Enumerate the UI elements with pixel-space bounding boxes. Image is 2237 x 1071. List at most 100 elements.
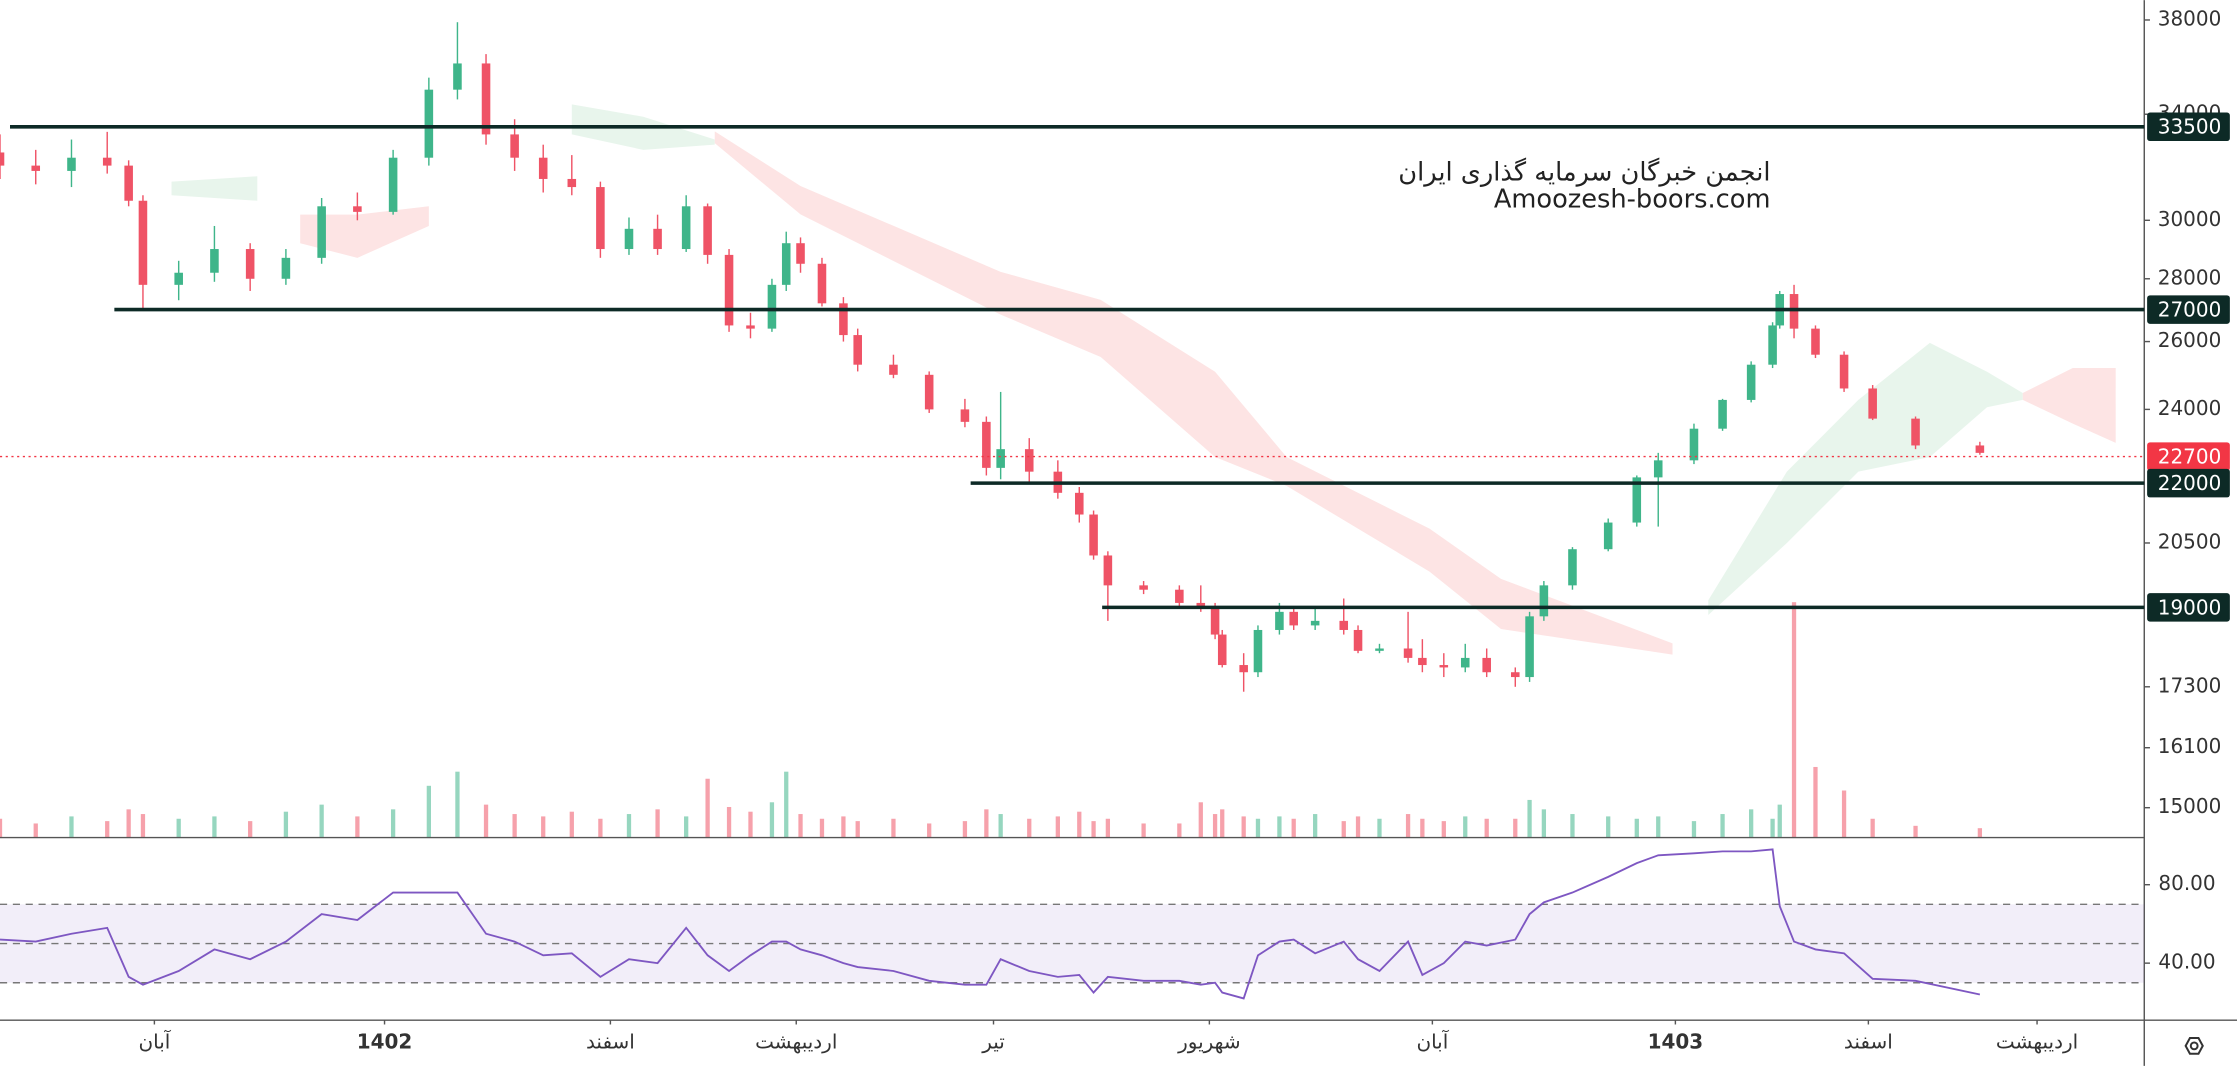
ichimoku-cloud: [2022, 368, 2116, 443]
candle-body: [1632, 477, 1642, 523]
candle-body: [174, 272, 183, 285]
candle-body: [1175, 589, 1184, 603]
candle-body: [1539, 585, 1549, 617]
y-tick-label: 40.00: [2158, 950, 2215, 974]
candle-body: [624, 228, 634, 250]
x-tick-label: اسفند: [1844, 1030, 1893, 1054]
y-tick-label: 28000: [2158, 265, 2222, 289]
candle-body: [746, 325, 755, 329]
ichimoku-cloud: [171, 176, 258, 201]
candle-body: [1525, 616, 1534, 678]
y-tick-label: 38000: [2158, 6, 2222, 30]
level-label: 33500: [2158, 115, 2222, 139]
volume-bar: [1656, 816, 1661, 838]
volume-bar: [319, 804, 324, 838]
candle-body: [1239, 665, 1248, 673]
candle-body: [1339, 620, 1349, 630]
volume-bar: [1027, 818, 1032, 838]
volume-bar: [984, 809, 989, 838]
volume-bar: [455, 771, 460, 838]
volume-bar: [33, 823, 38, 838]
candle-body: [388, 157, 398, 212]
candle-body: [960, 409, 970, 422]
volume-bar: [1212, 814, 1218, 838]
volume-bar: [1220, 809, 1225, 838]
level-label-bg: [2147, 468, 2230, 498]
candle-body: [1024, 449, 1034, 472]
candle-body: [31, 165, 41, 171]
volume-bar: [769, 802, 775, 838]
volume-bar: [1570, 814, 1575, 838]
settings-button[interactable]: [2184, 1037, 2204, 1055]
candle-body: [653, 228, 662, 250]
volume-bar: [1913, 825, 1918, 838]
settings-icon[interactable]: [2184, 1037, 2204, 1055]
candle-body: [1139, 585, 1148, 590]
x-tick-label: اسفند: [586, 1030, 635, 1054]
x-tick-label: تیر: [981, 1030, 1005, 1054]
volume-bar: [1770, 818, 1775, 838]
candle-body: [1689, 428, 1699, 461]
candle-body: [724, 254, 734, 326]
candle-body: [1075, 492, 1084, 515]
volume-bar: [598, 818, 603, 838]
candle-body: [67, 157, 76, 171]
level-label-bg: [2147, 593, 2230, 622]
x-tick-label: 1403: [1648, 1030, 1704, 1054]
candle-body: [1253, 629, 1263, 673]
candle-body: [681, 206, 691, 250]
rsi-line: [0, 848, 1981, 1000]
candle-body: [1403, 648, 1413, 658]
candle-body: [767, 284, 777, 329]
candle-body: [424, 89, 434, 158]
volume-bar: [541, 816, 546, 838]
level-label: 22000: [2158, 471, 2222, 495]
volume-bar: [655, 809, 660, 838]
volume-bar: [1055, 816, 1060, 838]
candle-body: [481, 63, 491, 135]
candle-body: [1196, 602, 1206, 608]
volume-bar: [798, 814, 803, 838]
candle-body: [1653, 460, 1663, 478]
volume-bar: [1527, 799, 1532, 838]
x-tick-label: آبان: [138, 1029, 171, 1054]
volume-bar: [1255, 818, 1261, 838]
candle-body: [317, 206, 326, 258]
volume-bar: [705, 778, 710, 838]
settings-icon-center[interactable]: [2189, 1041, 2199, 1051]
volume-bar: [1463, 816, 1468, 838]
x-tick-label: شهریور: [1177, 1030, 1240, 1054]
x-tick-label: آبان: [1416, 1029, 1449, 1054]
candle-body: [817, 263, 827, 304]
candle-body: [1482, 657, 1491, 673]
volume-bar: [1241, 816, 1246, 838]
x-tick-label: 1402: [357, 1030, 413, 1054]
candle-body: [1375, 648, 1384, 651]
volume-bar: [176, 818, 181, 838]
candle-body: [1839, 354, 1849, 389]
volume-bar: [1105, 818, 1111, 838]
volume-bar: [684, 816, 689, 838]
candle-body: [453, 63, 462, 90]
candle-body: [353, 206, 362, 212]
candle-body: [0, 152, 5, 166]
y-tick-label: 80.00: [2158, 871, 2215, 895]
level-label-bg: [2147, 295, 2230, 324]
level-label-bg: [2147, 112, 2230, 142]
volume-bar: [483, 804, 489, 838]
candle-body: [124, 165, 133, 201]
level-label: 27000: [2158, 298, 2222, 322]
volume-bar: [748, 811, 753, 838]
watermark: انجمن خبرگان سرمایه گذاری ایران: [1398, 157, 1770, 187]
candle-body: [1089, 514, 1098, 556]
volume-bar: [726, 806, 732, 838]
candle-body: [1310, 620, 1320, 626]
volume-bar: [927, 823, 932, 838]
volume-bar: [212, 816, 217, 838]
candle-body: [1746, 364, 1756, 400]
volume-bar: [1634, 818, 1639, 838]
volume-bar: [512, 814, 517, 838]
candle-body: [1418, 657, 1427, 666]
